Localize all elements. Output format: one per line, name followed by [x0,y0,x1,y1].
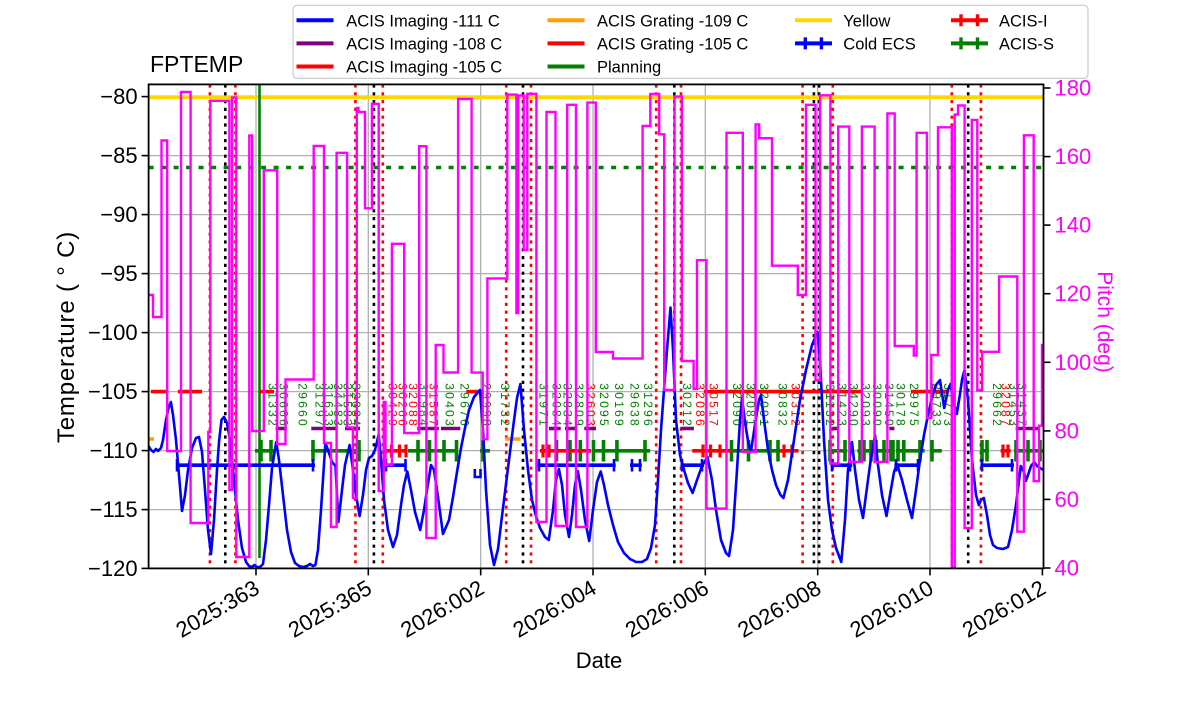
svg-text:29638: 29638 [628,383,642,428]
svg-text:30169: 30169 [612,383,626,428]
svg-text:Pitch (deg): Pitch (deg) [1093,271,1116,373]
svg-text:−120: −120 [88,556,138,581]
svg-text:60: 60 [1055,487,1079,512]
svg-text:−110: −110 [90,438,138,463]
svg-text:31296: 31296 [641,383,655,428]
svg-text:29662: 29662 [990,383,1004,428]
svg-text:ACIS Grating -105 C: ACIS Grating -105 C [597,35,748,53]
svg-text:Planning: Planning [597,59,661,77]
svg-text:30178: 30178 [894,383,908,428]
svg-text:31732: 31732 [498,383,512,428]
svg-text:Yellow: Yellow [843,12,890,30]
svg-text:ACIS Imaging -105 C: ACIS Imaging -105 C [346,59,502,77]
svg-text:ACIS-I: ACIS-I [999,12,1048,30]
svg-text:32095: 32095 [597,383,611,428]
svg-text:−85: −85 [100,143,137,168]
svg-text:29975: 29975 [907,383,921,428]
svg-text:30266: 30266 [396,383,410,428]
svg-text:ACIS Imaging -108 C: ACIS Imaging -108 C [346,35,502,53]
svg-text:31450: 31450 [882,383,896,428]
svg-text:80: 80 [1055,418,1079,443]
svg-text:31587: 31587 [427,383,441,428]
svg-text:120: 120 [1055,281,1092,306]
svg-text:34483: 34483 [331,383,345,428]
svg-text:29660: 29660 [295,383,309,428]
svg-text:32088: 32088 [406,383,420,428]
svg-text:ACIS Grating -109 C: ACIS Grating -109 C [597,12,748,30]
svg-text:180: 180 [1055,76,1092,101]
svg-text:31437: 31437 [1015,383,1029,428]
svg-text:−80: −80 [100,84,137,109]
svg-text:32087: 32087 [998,383,1012,428]
svg-text:−100: −100 [88,320,138,345]
svg-text:30517: 30517 [707,383,721,428]
svg-text:32081: 32081 [744,383,758,428]
svg-text:31332: 31332 [265,383,279,428]
svg-text:32603: 32603 [584,383,598,428]
svg-text:160: 160 [1055,144,1092,169]
svg-text:−105: −105 [88,379,138,404]
svg-text:−115: −115 [90,497,138,522]
svg-text:30312: 30312 [789,383,803,428]
svg-text:32086: 32086 [693,383,707,428]
svg-text:FPTEMP: FPTEMP [150,51,243,77]
svg-text:−95: −95 [100,261,137,286]
svg-text:Temperature ( ° C): Temperature ( ° C) [53,231,80,443]
svg-text:Date: Date [576,648,622,673]
svg-text:140: 140 [1055,213,1092,238]
svg-text:30832: 30832 [775,383,789,428]
svg-text:ACIS Imaging -111 C: ACIS Imaging -111 C [346,12,500,30]
svg-text:31971: 31971 [537,383,551,428]
svg-text:30212: 30212 [680,383,694,428]
svg-text:−90: −90 [100,202,137,227]
svg-text:30666: 30666 [277,383,291,428]
svg-text:Cold ECS: Cold ECS [843,35,915,53]
svg-text:40: 40 [1055,556,1079,581]
svg-text:100: 100 [1055,350,1092,375]
svg-text:30403: 30403 [443,383,457,428]
svg-text:ACIS-S: ACIS-S [999,35,1054,53]
